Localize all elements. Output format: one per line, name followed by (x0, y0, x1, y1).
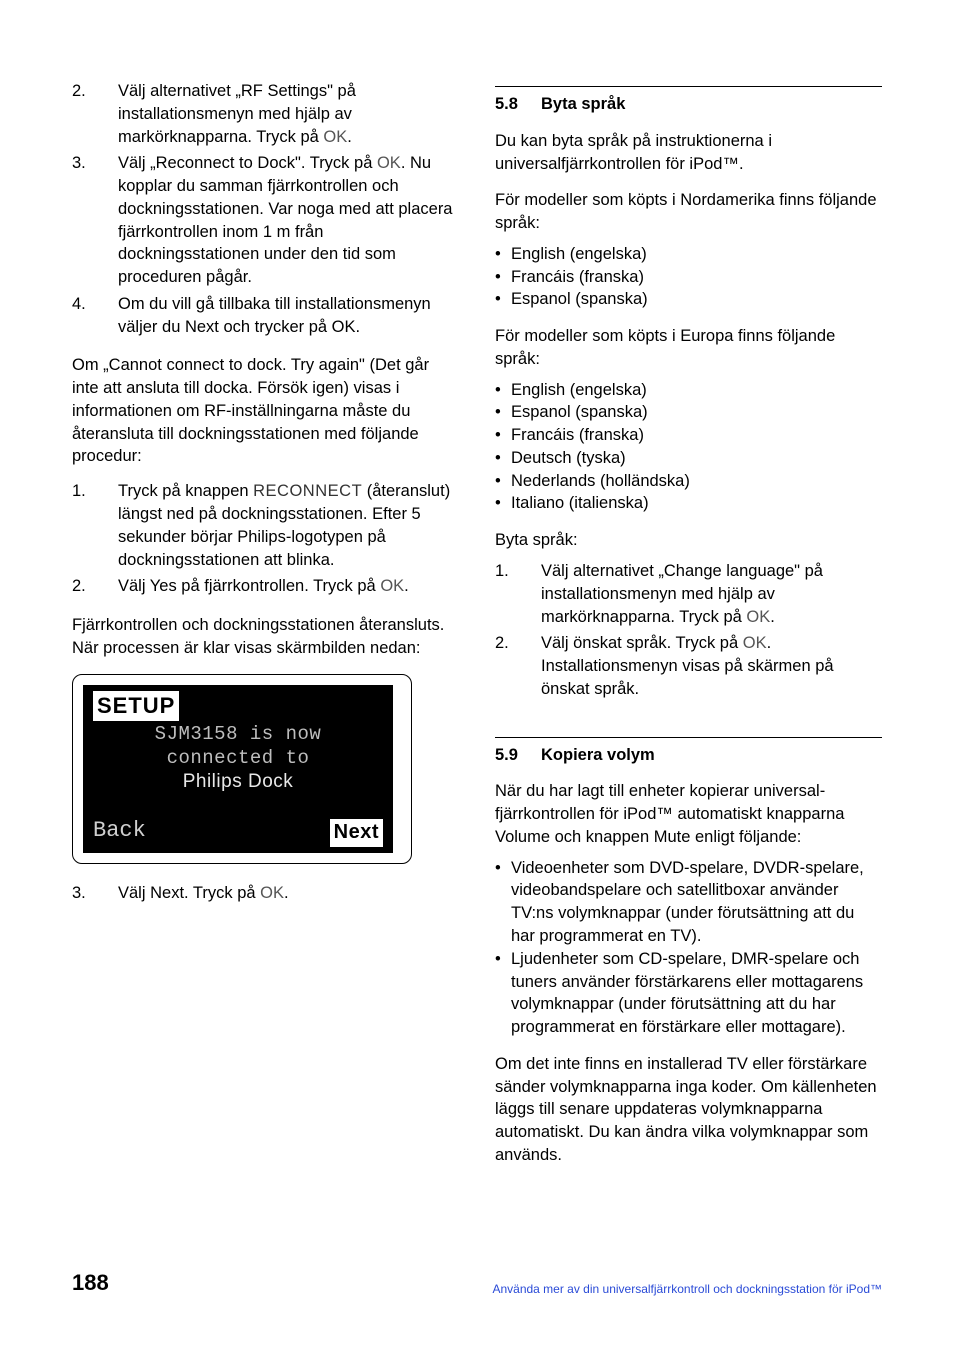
paragraph: För modeller som köpts i Nordamerika fin… (495, 189, 882, 235)
left-column: 2.Välj alternativet „RF Settings" på ins… (72, 80, 459, 1175)
bullet-dot-icon: • (495, 266, 511, 289)
bullet-text: Nederlands (holländska) (511, 470, 882, 493)
section-number: 5.9 (495, 744, 541, 767)
list-text: Välj önskat språk. Tryck på OK. Installa… (541, 632, 882, 700)
list-text: Välj Next. Tryck på OK. (118, 882, 459, 905)
list-number: 2. (495, 632, 541, 700)
ok-key: OK (323, 128, 347, 146)
list-text: Välj „Reconnect to Dock". Tryck på OK. N… (118, 152, 459, 289)
bullet-dot-icon: • (495, 470, 511, 493)
screen-line: connected to (93, 747, 383, 771)
paragraph: För modeller som köpts i Europa finns fö… (495, 325, 882, 371)
list-item: 2.Välj Yes på fjärrkontrollen. Tryck på … (72, 575, 459, 598)
bullet-dot-icon: • (495, 424, 511, 447)
reconnect-key: RECONNECT (253, 482, 362, 500)
screen-line: Philips Dock (93, 770, 383, 794)
bullet-item: •Ljudenheter som CD-spelare, DMR-spelare… (495, 948, 882, 1039)
back-softkey: Back (93, 816, 146, 846)
paragraph: Du kan byta språk på instruktionerna i u… (495, 130, 882, 176)
list-item: 3.Välj „Reconnect to Dock". Tryck på OK.… (72, 152, 459, 289)
section-number: 5.8 (495, 93, 541, 116)
bullet-dot-icon: • (495, 379, 511, 402)
page-footer: 188 Använda mer av din universalfjärrkon… (72, 1270, 882, 1296)
next-softkey: Next (330, 819, 383, 847)
list-item: 4.Om du vill gå tillbaka till installati… (72, 293, 459, 339)
bullet-item: •Espanol (spanska) (495, 401, 882, 424)
list-number: 1. (495, 560, 541, 628)
bullet-text: Francáis (franska) (511, 266, 882, 289)
bullet-text: English (engelska) (511, 379, 882, 402)
list-item: 1.Välj alternativet „Change language" på… (495, 560, 882, 628)
bullet-dot-icon: • (495, 857, 511, 948)
bullet-text: Espanol (spanska) (511, 401, 882, 424)
footer-note: Använda mer av din universalfjärrkontrol… (492, 1282, 882, 1296)
bullet-item: •English (engelska) (495, 379, 882, 402)
bullet-text: Deutsch (tyska) (511, 447, 882, 470)
bullet-text: Italiano (italienska) (511, 492, 882, 515)
bullet-item: •Nederlands (holländska) (495, 470, 882, 493)
list-number: 3. (72, 882, 118, 905)
bullet-text: Ljudenheter som CD-spelare, DMR-spelare … (511, 948, 882, 1039)
bullet-dot-icon: • (495, 492, 511, 515)
bullet-dot-icon: • (495, 447, 511, 470)
ok-key: OK (380, 577, 404, 595)
bullet-item: •Videoenheter som DVD-spelare, DVDR-spel… (495, 857, 882, 948)
paragraph: Om „Cannot connect to dock. Try again" (… (72, 354, 459, 468)
list-number: 1. (72, 480, 118, 571)
two-column-layout: 2.Välj alternativet „RF Settings" på ins… (72, 80, 882, 1175)
bullet-text: Francáis (franska) (511, 424, 882, 447)
list-text: Välj alternativet „RF Settings" på insta… (118, 80, 459, 148)
ok-key: OK (743, 634, 767, 652)
bullet-dot-icon: • (495, 288, 511, 311)
ok-key: OK (746, 608, 770, 626)
device-screenshot: SETUP SJM3158 is now connected to Philip… (83, 685, 393, 853)
section-title: Byta språk (541, 93, 882, 116)
list-number: 3. (72, 152, 118, 289)
list-item: 2.Välj alternativet „RF Settings" på ins… (72, 80, 459, 148)
bullet-item: •Francáis (franska) (495, 266, 882, 289)
bullet-text: Videoenheter som DVD-spelare, DVDR-spela… (511, 857, 882, 948)
bullet-text: English (engelska) (511, 243, 882, 266)
bullet-item: •Italiano (italienska) (495, 492, 882, 515)
list-text: Om du vill gå tillbaka till installation… (118, 293, 459, 339)
list-item: 1.Tryck på knappen RECONNECT (återanslut… (72, 480, 459, 571)
bullet-dot-icon: • (495, 243, 511, 266)
setup-label: SETUP (93, 691, 179, 721)
right-column: 5.8 Byta språk Du kan byta språk på inst… (495, 80, 882, 1175)
bullet-text: Espanol (spanska) (511, 288, 882, 311)
list-number: 2. (72, 575, 118, 598)
ok-key: OK (260, 884, 284, 902)
list-number: 2. (72, 80, 118, 148)
device-screenshot-frame: SETUP SJM3158 is now connected to Philip… (72, 674, 412, 864)
bullet-item: •English (engelska) (495, 243, 882, 266)
paragraph: När du har lagt till enheter kopierar un… (495, 780, 882, 848)
page-number: 188 (72, 1270, 109, 1296)
section-title: Kopiera volym (541, 744, 882, 767)
label: Byta språk: (495, 529, 882, 552)
list-text: Välj alternativet „Change language" på i… (541, 560, 882, 628)
bullet-item: •Francáis (franska) (495, 424, 882, 447)
bullet-dot-icon: • (495, 948, 511, 1039)
ok-key: OK (377, 154, 401, 172)
bullet-dot-icon: • (495, 401, 511, 424)
document-page: 2.Välj alternativet „RF Settings" på ins… (0, 0, 954, 1350)
list-number: 4. (72, 293, 118, 339)
bullet-item: •Deutsch (tyska) (495, 447, 882, 470)
bullet-item: •Espanol (spanska) (495, 288, 882, 311)
section-heading-5-9: 5.9 Kopiera volym (495, 737, 882, 767)
paragraph: Fjärrkontrollen och dockningsstationen å… (72, 614, 459, 660)
screen-line: SJM3158 is now (93, 723, 383, 747)
section-heading-5-8: 5.8 Byta språk (495, 86, 882, 116)
list-text: Tryck på knappen RECONNECT (återanslut) … (118, 480, 459, 571)
paragraph: Om det inte finns en installerad TV elle… (495, 1053, 882, 1167)
list-text: Välj Yes på fjärrkontrollen. Tryck på OK… (118, 575, 459, 598)
list-item: 2.Välj önskat språk. Tryck på OK. Instal… (495, 632, 882, 700)
list-item: 3.Välj Next. Tryck på OK. (72, 882, 459, 905)
